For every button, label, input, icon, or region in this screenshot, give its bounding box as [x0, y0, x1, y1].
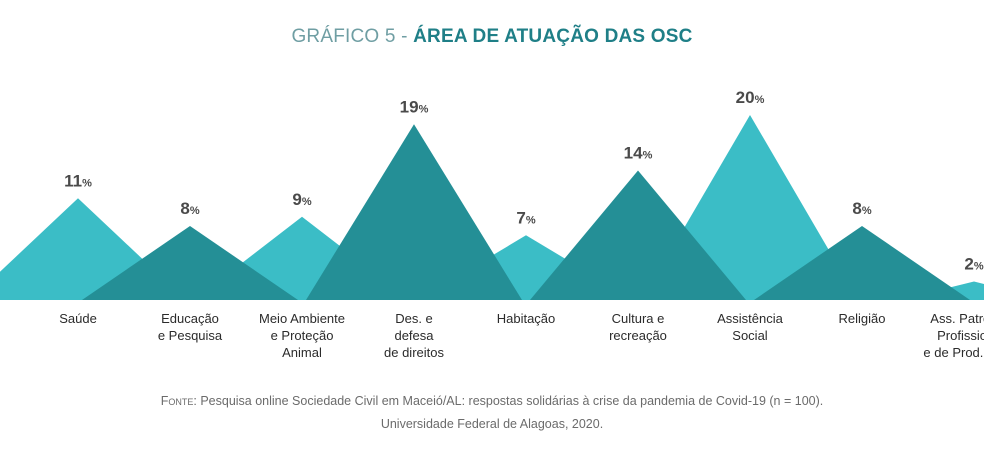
chart-title: GRÁFICO 5 - ÁREA DE ATUAÇÃO DAS OSC: [0, 26, 984, 48]
area-chart: 11% Saúde 8% Educação e Pesquisa 9% Meio Ambie…: [0, 88, 984, 360]
category-label-3: Des. e defesa de direitos: [384, 311, 444, 360]
value-label-8: 2%: [964, 255, 983, 274]
category-label-4: Habitação: [497, 311, 556, 326]
area-peak-7: [754, 226, 970, 300]
category-label-8: Ass. Patronais,Profissionaise de Prod. R…: [923, 311, 984, 360]
area-peak-3: [306, 124, 522, 300]
value-label-4: 7%: [516, 208, 535, 227]
category-label-1: Educação e Pesquisa: [158, 311, 223, 343]
value-label-7: 8%: [852, 199, 871, 218]
category-label-5: Cultura e recreação: [609, 311, 667, 343]
category-label-0: Saúde: [59, 311, 97, 326]
source-text: Pesquisa online Sociedade Civil em Macei…: [200, 394, 824, 408]
value-label-6: 20%: [736, 88, 765, 107]
category-label-6: Assistência Social: [717, 311, 784, 343]
category-label-7: Religião: [839, 311, 886, 326]
value-label-0: 11%: [64, 171, 92, 190]
source-label: Fonte:: [160, 394, 197, 408]
value-label-2: 9%: [292, 190, 311, 209]
chart-title-prefix: GRÁFICO 5 -: [291, 26, 408, 47]
category-label-2: Meio Ambiente e Proteção Animal: [259, 311, 345, 360]
area-peak-5: [530, 170, 746, 300]
value-label-3: 19%: [400, 97, 429, 116]
chart-title-main: ÁREA DE ATUAÇÃO DAS OSC: [413, 26, 693, 47]
source-line-2: Universidade Federal de Alagoas, 2020.: [380, 417, 604, 431]
value-label-5: 14%: [624, 144, 653, 163]
source-line-1: Fonte: Pesquisa online Sociedade Civil e…: [0, 390, 984, 413]
value-label-1: 8%: [180, 199, 199, 218]
area-peak-1: [82, 226, 298, 300]
source-note: Fonte: Pesquisa online Sociedade Civil e…: [0, 390, 984, 436]
